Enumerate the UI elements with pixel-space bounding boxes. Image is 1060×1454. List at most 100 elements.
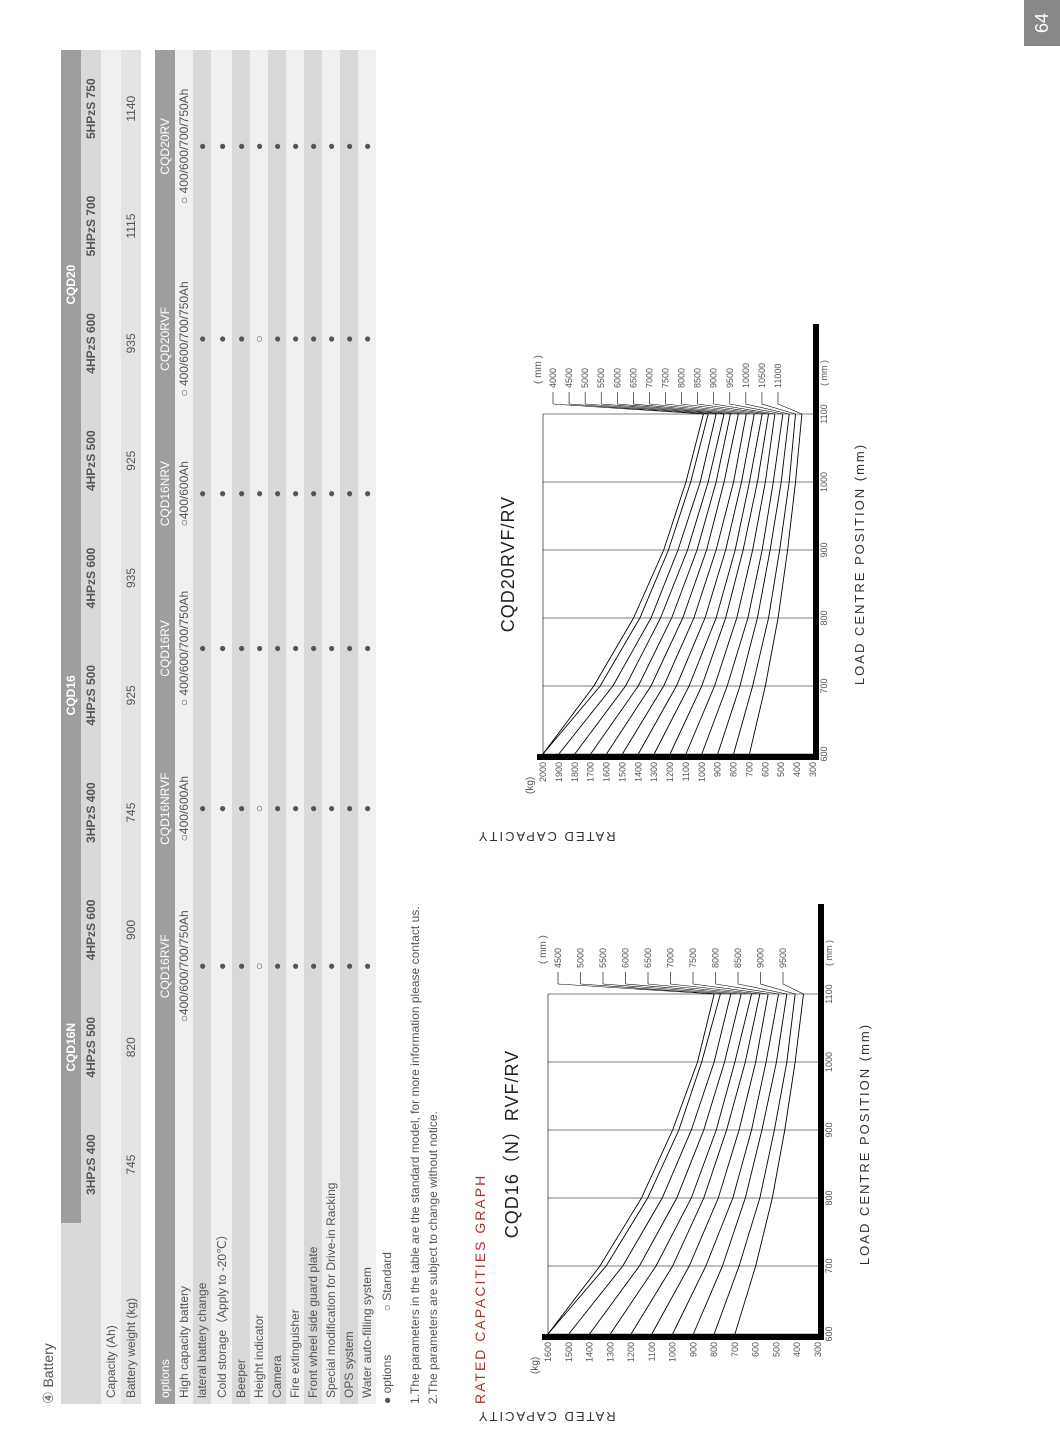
option-cell: ●	[193, 243, 211, 436]
battery-row-label: Capacity (Ah)	[101, 1223, 121, 1404]
option-label: Camera	[268, 1060, 286, 1404]
svg-text:900: 900	[713, 762, 723, 777]
svg-text:7000: 7000	[644, 368, 654, 388]
option-cell: ●	[322, 552, 340, 745]
option-cell: ●	[193, 435, 211, 552]
svg-text:6500: 6500	[643, 948, 653, 968]
svg-text:700: 700	[744, 762, 754, 777]
option-cell: ●	[304, 552, 322, 745]
svg-text:800: 800	[824, 1190, 834, 1205]
chart1-ylabel: RATED CAPACITY	[477, 1409, 616, 1424]
svg-text:1600: 1600	[543, 1342, 553, 1362]
svg-text:1100: 1100	[819, 404, 829, 423]
svg-text:1100: 1100	[681, 762, 691, 781]
svg-text:7000: 7000	[666, 948, 676, 968]
battery-cell	[101, 50, 121, 167]
battery-cell	[101, 754, 121, 871]
battery-cell	[101, 637, 121, 754]
battery-cell: 1115	[121, 167, 141, 284]
option-cell: ●	[286, 873, 304, 1061]
option-cell: ○	[250, 745, 268, 873]
svg-text:6500: 6500	[628, 368, 638, 388]
option-cell: ●	[340, 873, 358, 1061]
svg-text:800: 800	[729, 762, 739, 777]
svg-text:5000: 5000	[576, 948, 586, 968]
legend-options: ● options	[380, 1355, 394, 1404]
option-cell: ●	[286, 552, 304, 745]
option-cell: ●	[211, 745, 232, 873]
option-cell: ●	[232, 243, 250, 436]
legend-standard: ○ Standard	[380, 1252, 394, 1311]
svg-text:10500: 10500	[757, 363, 767, 388]
option-cell: ●	[322, 873, 340, 1061]
svg-text:( mm ): ( mm )	[533, 355, 544, 384]
chart2-ylabel: RATED CAPACITY	[477, 829, 616, 844]
svg-text:1200: 1200	[626, 1342, 636, 1362]
svg-text:9000: 9000	[756, 948, 766, 968]
svg-text:9000: 9000	[709, 368, 719, 388]
options-model-header: CQD20RV	[155, 50, 175, 243]
battery-col: 4HPzS 600	[81, 285, 101, 402]
battery-cell	[101, 989, 121, 1106]
chart1-title: CQD16（N）RVF/RV	[498, 884, 524, 1404]
option-cell: ●	[286, 50, 304, 243]
options-table: optionsCQD16RVFCQD16NRVFCQD16RVCQD16NRVC…	[155, 50, 376, 1404]
svg-text:400: 400	[792, 1342, 802, 1357]
option-label: Fire extinguisher	[286, 1060, 304, 1404]
svg-text:1000: 1000	[824, 1052, 834, 1072]
note-2: 2.The parameters are subject to change w…	[424, 50, 442, 1404]
battery-table: CQD16NCQD16CQD20 3HPzS 4004HPzS 5004HPzS…	[61, 50, 141, 1404]
option-cell: ●	[304, 243, 322, 436]
svg-text:900: 900	[824, 1122, 834, 1137]
svg-text:8500: 8500	[693, 368, 703, 388]
svg-text:1500: 1500	[617, 762, 627, 782]
svg-text:900: 900	[688, 1342, 698, 1357]
svg-text:1000: 1000	[819, 472, 829, 492]
svg-text:8000: 8000	[711, 948, 721, 968]
svg-text:( mm ): ( mm )	[824, 940, 834, 966]
option-cell: ●	[211, 243, 232, 436]
option-cell: ○400/600Ah	[175, 435, 193, 552]
battery-cell	[101, 1106, 121, 1223]
option-label: Special modification for Drive-in Rackin…	[322, 1060, 340, 1404]
options-header-label: options	[155, 1060, 175, 1404]
option-cell: ●	[268, 552, 286, 745]
svg-text:5500: 5500	[598, 948, 608, 968]
option-cell: ●	[268, 50, 286, 243]
page-number: 64	[1024, 0, 1060, 46]
chart1-svg: 1600150014001300120011001000900800700600…	[528, 884, 848, 1404]
option-cell: ●	[232, 745, 250, 873]
option-cell: ●	[304, 435, 322, 552]
option-cell: ●	[358, 50, 376, 243]
svg-text:1800: 1800	[570, 762, 580, 782]
battery-group: CQD20	[61, 50, 81, 519]
battery-col-row: 3HPzS 4004HPzS 5004HPzS 6003HPzS 4004HPz…	[81, 50, 101, 1404]
svg-text:(kg): (kg)	[525, 777, 536, 794]
battery-col: 4HPzS 500	[81, 637, 101, 754]
battery-group: CQD16	[61, 519, 81, 871]
svg-text:1000: 1000	[697, 762, 707, 782]
battery-group: CQD16N	[61, 871, 81, 1223]
battery-cell: 1140	[121, 50, 141, 167]
battery-cell	[101, 871, 121, 988]
svg-text:1200: 1200	[665, 762, 675, 782]
option-cell: ●	[340, 435, 358, 552]
option-cell: ○400/600/700/750Ah	[175, 873, 193, 1061]
option-cell: ●	[211, 552, 232, 745]
svg-text:1500: 1500	[564, 1342, 574, 1362]
svg-text:2000: 2000	[538, 762, 548, 782]
battery-col: 4HPzS 500	[81, 402, 101, 519]
option-cell: ●	[232, 50, 250, 243]
svg-text:6000: 6000	[612, 368, 622, 388]
svg-text:900: 900	[819, 542, 829, 557]
battery-cell: 935	[121, 519, 141, 636]
svg-text:1600: 1600	[602, 762, 612, 782]
svg-text:300: 300	[808, 762, 818, 777]
option-cell: ●	[340, 552, 358, 745]
options-model-header: CQD16RV	[155, 552, 175, 745]
options-model-header: CQD16NRVF	[155, 745, 175, 873]
battery-cell	[101, 285, 121, 402]
option-cell: ●	[268, 243, 286, 436]
svg-text:8500: 8500	[733, 948, 743, 968]
battery-col: 5HPzS 750	[81, 50, 101, 167]
